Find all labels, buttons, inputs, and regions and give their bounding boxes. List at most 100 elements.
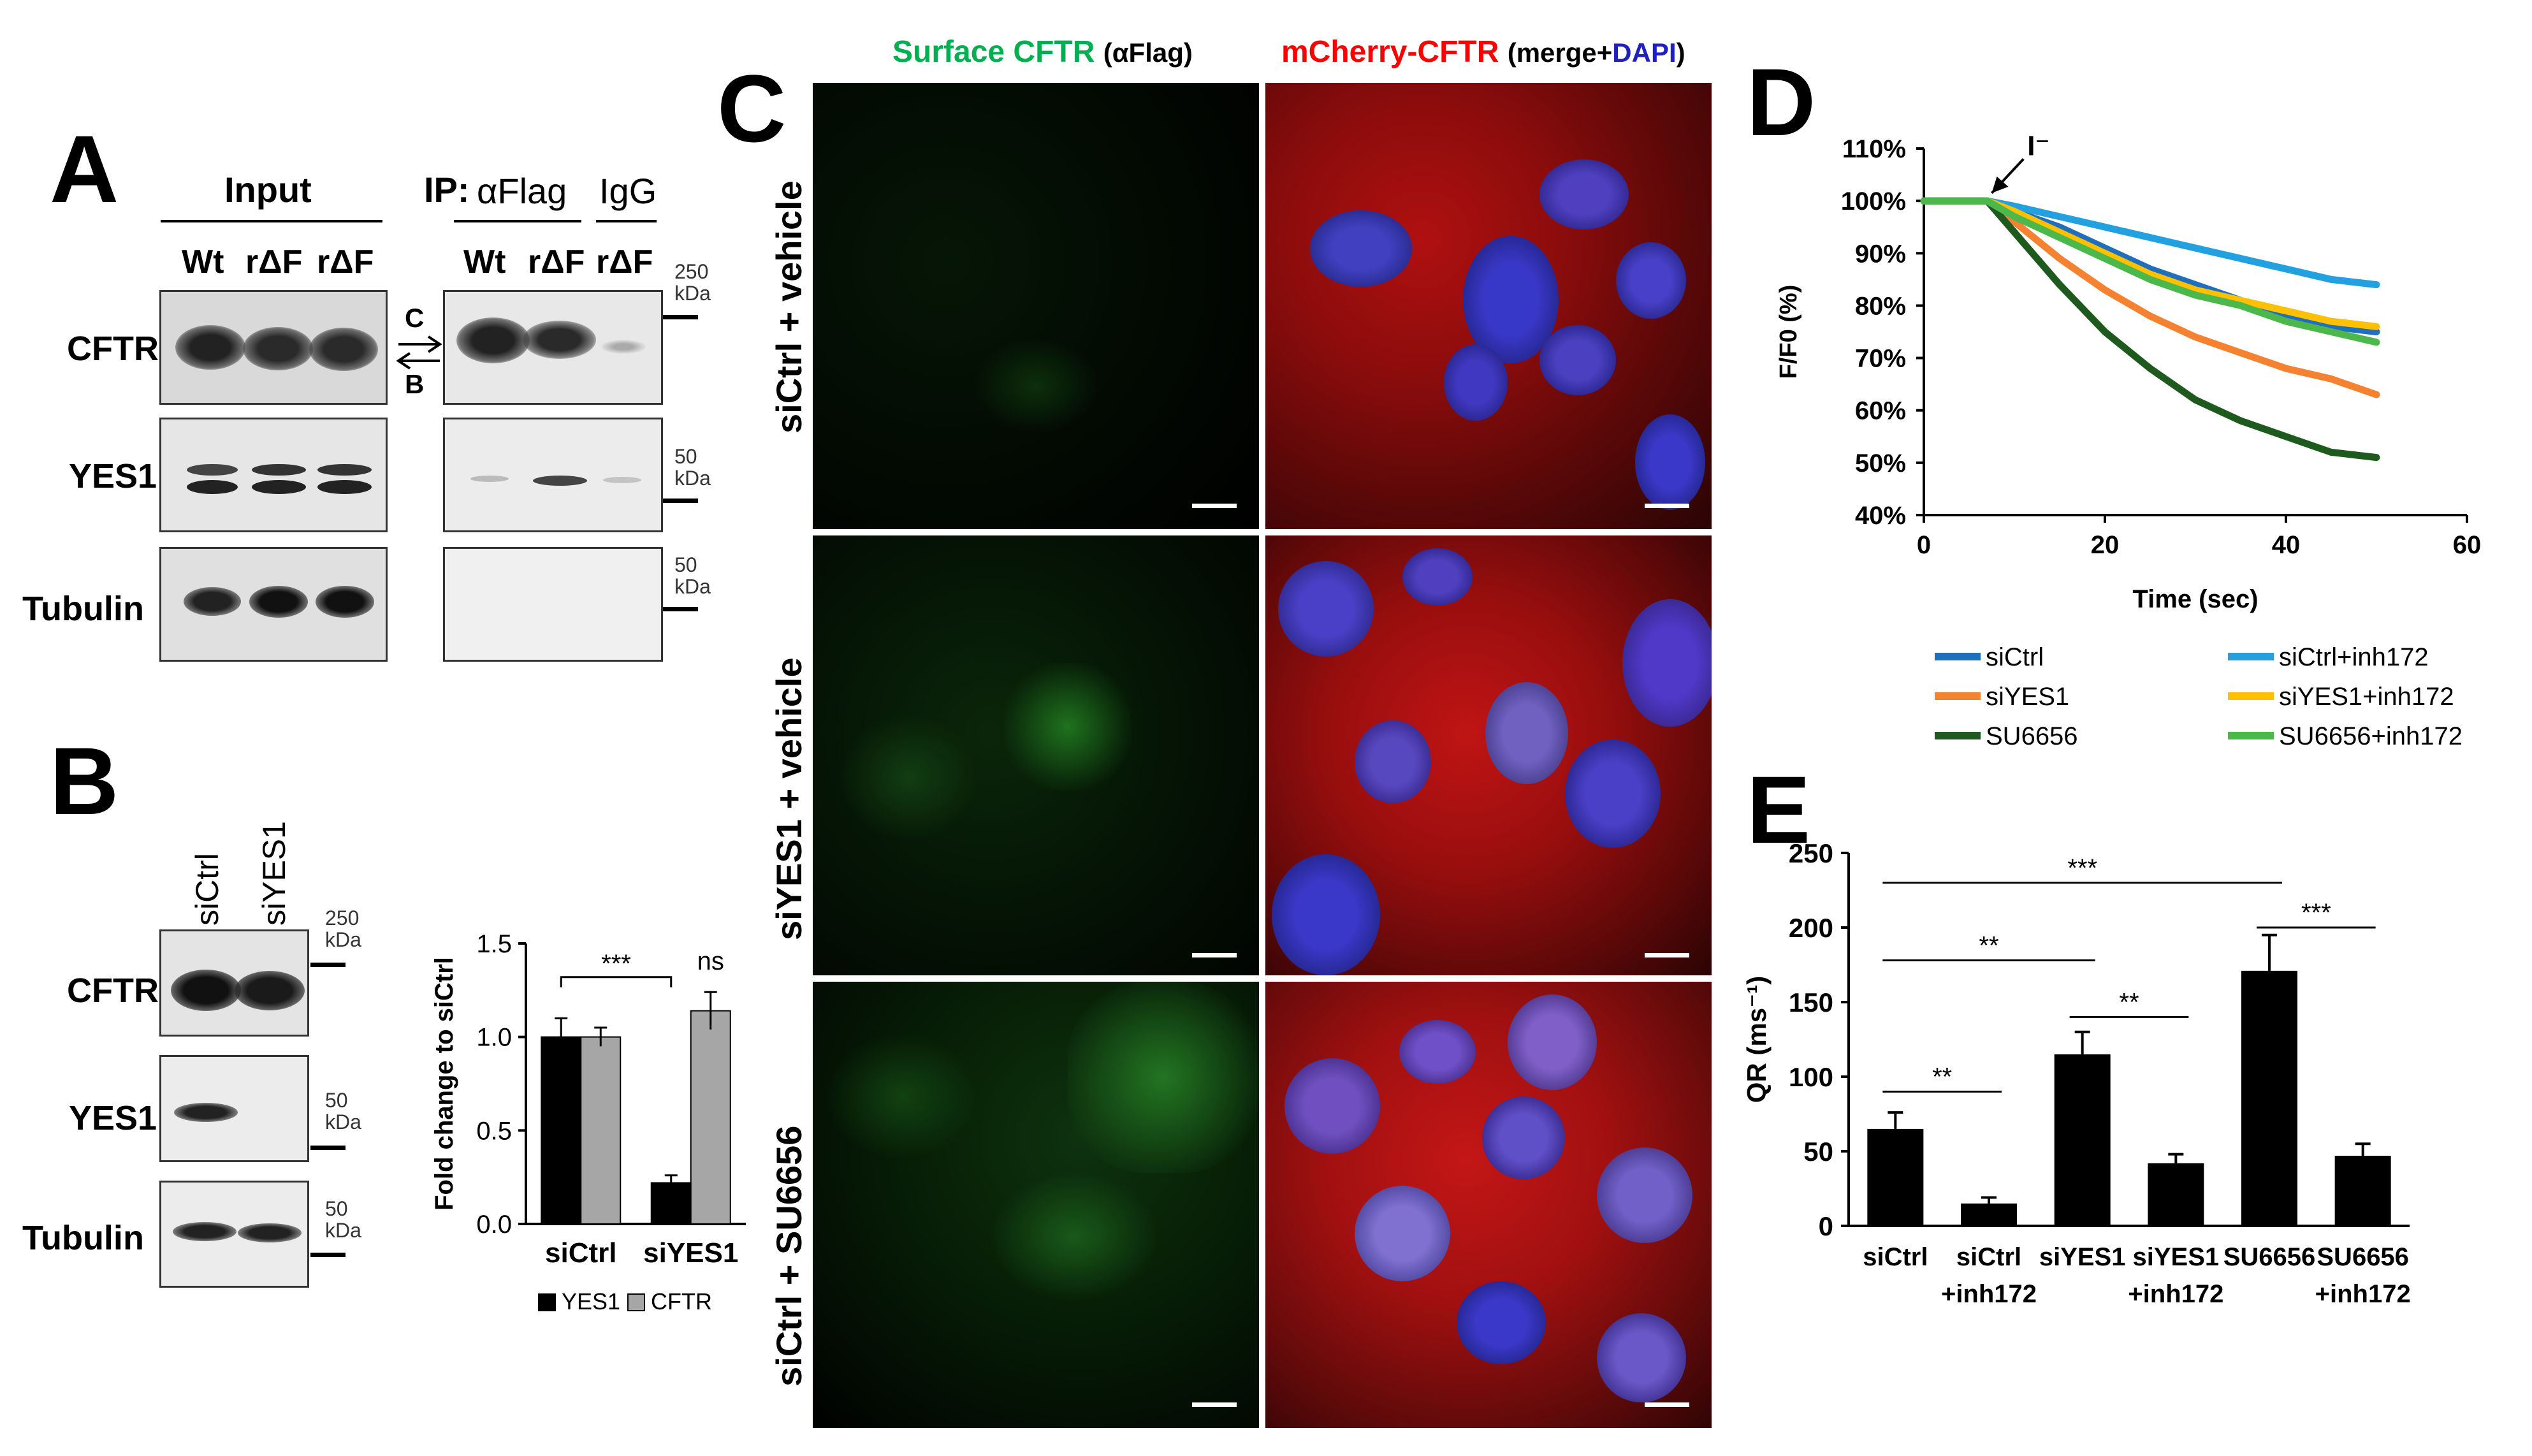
row-label-yes1-b: YES1 <box>69 1099 157 1137</box>
band <box>171 970 241 1011</box>
band <box>317 480 372 494</box>
marker-b-tub-unit: kDa <box>325 1219 361 1242</box>
bar-yes1 <box>650 1182 692 1225</box>
x-tick-label: +inh172 <box>2128 1280 2223 1308</box>
bar <box>2334 1156 2391 1226</box>
legend-label: CFTR <box>651 1288 712 1314</box>
significance-label: ** <box>2119 988 2139 1016</box>
band <box>235 971 305 1010</box>
x-tick-label: SU6656 <box>2223 1243 2316 1271</box>
nucleus <box>1399 1020 1476 1084</box>
nucleus <box>1444 344 1508 421</box>
col1-title: Surface CFTR <box>892 35 1095 69</box>
x-tick-label: 0 <box>1917 531 1931 559</box>
band <box>252 464 306 476</box>
nucleus <box>1355 1186 1450 1281</box>
panel-label-b: B <box>50 727 119 834</box>
bar <box>2241 970 2297 1226</box>
significance-label: *** <box>601 950 631 978</box>
y-axis-label: Fold change to siCtrl <box>430 957 458 1211</box>
marker-a-tub-value: 50 <box>674 553 697 576</box>
marker-b-cftr-value: 250 <box>325 906 360 929</box>
band <box>601 340 646 354</box>
nucleus <box>1463 236 1559 363</box>
band <box>175 325 245 370</box>
nucleus <box>1482 1096 1565 1179</box>
series-line-su6656-inh172 <box>1920 197 2380 346</box>
blot-input-yes1 <box>159 418 388 532</box>
nucleus <box>1355 720 1431 803</box>
cell-bright <box>1004 663 1131 790</box>
y-tick-label: 0.0 <box>476 1211 512 1239</box>
band <box>533 476 587 486</box>
scale-bar <box>1645 504 1689 508</box>
cell-bright <box>991 1173 1157 1300</box>
lane-label-siyes1-b: siYES1 <box>256 821 292 926</box>
y-tick-label: 0 <box>1819 1211 1833 1241</box>
ip-flag-header: αFlag <box>477 171 567 211</box>
input-underline <box>161 220 382 222</box>
lane-label-sictrl-b: siCtrl <box>189 853 225 926</box>
band <box>523 321 596 359</box>
nucleus <box>1284 1058 1380 1154</box>
marker-b-cftr-tick <box>310 963 346 967</box>
nucleus <box>1539 159 1629 229</box>
y-axis-label: F/F0 (%) <box>1775 285 1802 379</box>
series-line-su6656 <box>1920 197 2380 462</box>
nucleus <box>1597 1313 1686 1402</box>
blot-b-yes1 <box>159 1055 309 1162</box>
y-tick-label: 100 <box>1789 1062 1833 1092</box>
blot-b-cftr <box>159 929 309 1037</box>
x-tick-label: +inh172 <box>2315 1280 2411 1308</box>
x-tick-label: siCtrl <box>1956 1243 2021 1271</box>
band <box>184 587 241 616</box>
legend-swatch <box>627 1293 645 1311</box>
marker-a-yes1-tick <box>663 499 698 503</box>
x-tick-label: +inh172 <box>1941 1280 2037 1308</box>
band <box>249 586 308 618</box>
series-line-siyes1 <box>1920 197 2380 398</box>
band <box>470 476 509 482</box>
band <box>187 480 238 494</box>
lane-label-ip-1: Wt <box>463 244 506 280</box>
col1-subtitle: (αFlag) <box>1103 38 1193 68</box>
band <box>173 1222 236 1241</box>
arrow-head <box>1991 176 2009 193</box>
panel-label-c: C <box>717 55 787 162</box>
panel-label-e: E <box>1747 756 1811 863</box>
legend-label: siCtrl <box>1986 643 2044 671</box>
y-tick-label: 150 <box>1789 987 1833 1017</box>
marker-b-tub-tick <box>310 1253 346 1257</box>
lane-label-input-1: Wt <box>182 244 224 280</box>
bar-cftr <box>690 1010 731 1225</box>
micrograph-merge-sictrl-vehicle <box>1265 83 1712 529</box>
nucleus <box>1597 1147 1692 1243</box>
significance-label: *** <box>2067 854 2097 882</box>
bar <box>1867 1128 1924 1226</box>
band <box>317 464 372 476</box>
legend-label: SU6656+inh172 <box>2279 722 2463 750</box>
y-tick-label: 80% <box>1855 292 1906 320</box>
marker-b-yes1-value: 50 <box>325 1089 348 1112</box>
band <box>316 586 374 618</box>
cell-outline <box>972 338 1100 433</box>
legend-label: YES1 <box>562 1288 620 1314</box>
legend-label: siCtrl+inh172 <box>2279 643 2429 671</box>
nucleus <box>1565 739 1661 848</box>
band-arrows <box>396 335 442 370</box>
nucleus <box>1457 1281 1546 1364</box>
scale-bar <box>1645 1402 1689 1407</box>
row-label-yes1-a: YES1 <box>69 457 157 495</box>
stimulus-label: I⁻ <box>2027 130 2049 161</box>
condition-2-label: siYES1 + vehicle <box>769 657 809 940</box>
marker-a-yes1-unit: kDa <box>674 467 711 490</box>
micrograph-surface-sictrl-su6656 <box>813 982 1259 1428</box>
col2-title: mCherry-CFTR <box>1281 35 1499 69</box>
ip-igg-underline <box>596 220 657 222</box>
col2-subtitle-dapi: DAPI <box>1612 38 1677 68</box>
ip-igg-header: IgG <box>599 171 657 211</box>
nucleus <box>1508 994 1597 1090</box>
nucleus <box>1622 599 1712 727</box>
nucleus <box>1485 682 1568 784</box>
scale-bar <box>1645 953 1689 957</box>
